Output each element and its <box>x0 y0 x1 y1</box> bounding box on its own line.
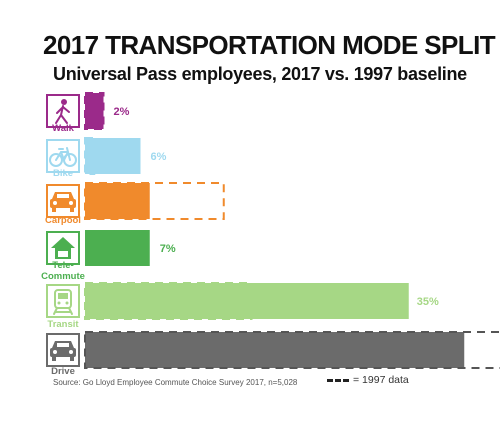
icon-bike-bicycle-icon <box>46 139 80 173</box>
bar-2017-tele-commute <box>85 230 150 266</box>
data-label-transit: 35% <box>417 296 439 308</box>
icon-carpool-car-icon <box>46 184 80 218</box>
bar-2017-transit <box>85 283 409 319</box>
chart-title: 2017 TRANSPORTATION MODE SPLIT <box>43 30 496 60</box>
legend-label: = 1997 data <box>353 374 409 386</box>
legend: = 1997 data <box>327 374 409 386</box>
category-label-drive: Drive <box>51 366 75 377</box>
category-label-walk: Walk <box>52 123 75 134</box>
data-label-bike: 6% <box>151 151 167 163</box>
category-label-tele-commute: Tele-Commute <box>41 260 85 282</box>
data-label-walk: 2% <box>114 106 130 118</box>
icon-walk-walking-person-icon <box>46 94 80 128</box>
bar-2017-walk <box>85 93 104 129</box>
bar-1997-walk <box>84 92 105 130</box>
bar-1997-transit <box>84 282 253 320</box>
bar-1997-carpool <box>84 182 225 220</box>
icon-drive-car-icon <box>46 333 80 367</box>
bar-2017-carpool <box>85 183 150 219</box>
data-label-carpool: 7% <box>133 196 149 208</box>
bar-1997-bike <box>84 137 96 175</box>
category-label-transit: Transit <box>47 319 79 330</box>
bar-2017-drive <box>85 332 465 368</box>
legend-dash-swatch <box>327 378 349 382</box>
source-note: Source: Go Lloyd Employee Commute Choice… <box>53 378 298 387</box>
chart-subtitle: Universal Pass employees, 2017 vs. 1997 … <box>53 64 467 84</box>
icon-tele-commute-house-icon <box>46 231 80 265</box>
bar-1997-drive <box>84 331 500 369</box>
icon-transit-train-icon <box>46 284 80 318</box>
category-label-bike: Bike <box>53 168 73 179</box>
data-label-tele-commute: 7% <box>160 243 176 255</box>
category-label-carpool: Carpool <box>45 215 81 226</box>
